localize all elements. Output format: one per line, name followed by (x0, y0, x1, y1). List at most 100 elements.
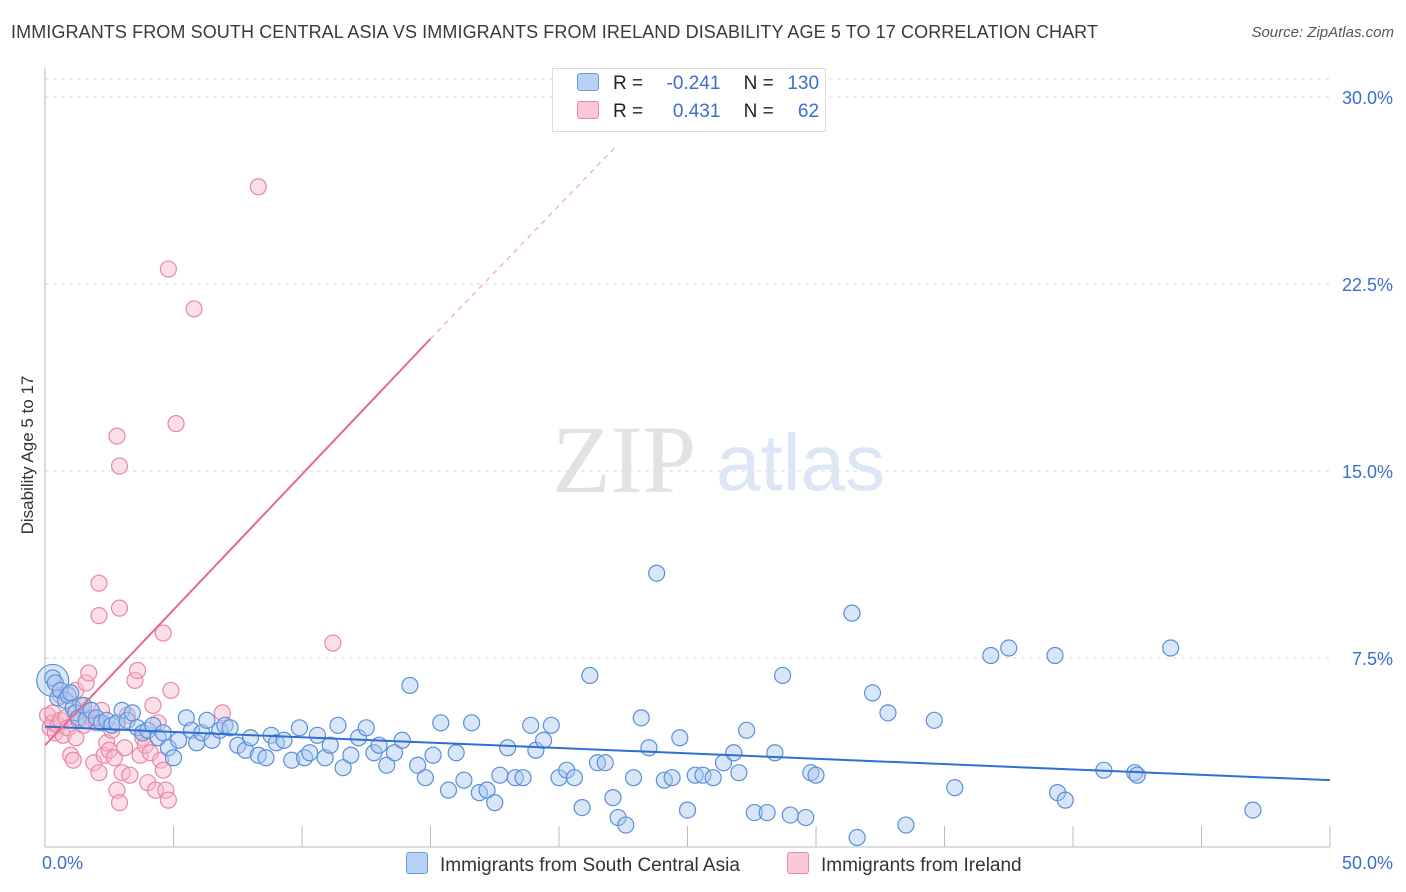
data-point-ireland (108, 427, 126, 445)
data-point-south-central-asia (542, 716, 560, 734)
data-point-south-central-asia (321, 736, 339, 754)
data-point-ireland (77, 674, 95, 692)
data-point-ireland (157, 781, 175, 799)
trend-line-ireland (44, 338, 432, 746)
data-point-south-central-asia (432, 714, 450, 732)
data-point-south-central-asia (897, 816, 915, 834)
data-point-south-central-asia (295, 749, 314, 767)
watermark-zip: ZIP (552, 406, 696, 513)
data-point-south-central-asia (478, 781, 496, 799)
data-point-ireland (159, 791, 177, 809)
data-point-ireland (110, 457, 129, 475)
data-point-south-central-asia (44, 669, 62, 687)
data-point-south-central-asia (573, 798, 591, 817)
bottom-legend-label: Immigrants from Ireland (821, 855, 1022, 876)
tick-labels: 7.5% 15.0% 22.5% 30.0% 0.0% 50.0% (42, 88, 1393, 873)
data-point-south-central-asia (463, 714, 481, 732)
data-point-south-central-asia (1000, 639, 1018, 657)
data-point-south-central-asia (416, 769, 434, 787)
data-point-south-central-asia (879, 704, 897, 722)
data-point-south-central-asia (565, 769, 584, 787)
data-point-south-central-asia (242, 729, 260, 747)
data-point-south-central-asia (283, 751, 301, 769)
y-tick-label: 7.5% (1352, 649, 1393, 669)
data-point-south-central-asia (329, 716, 347, 734)
data-point-south-central-asia (725, 744, 743, 762)
data-point-ireland (64, 751, 82, 769)
data-point-ireland (121, 766, 139, 784)
legend-n-label: N = (743, 101, 774, 122)
legend-swatch-pink (577, 101, 599, 119)
trend-lines (44, 146, 1331, 782)
data-point-ireland (62, 746, 80, 764)
y-tick-label: 30.0% (1342, 88, 1393, 108)
data-point-south-central-asia (1056, 791, 1074, 809)
data-point-south-central-asia (596, 754, 614, 772)
data-point-ireland (249, 178, 267, 196)
data-point-ireland (67, 729, 85, 747)
data-point-south-central-asia (308, 726, 327, 744)
data-point-ireland (131, 746, 149, 764)
data-point-south-central-asia (781, 806, 799, 824)
data-point-south-central-asia (522, 716, 540, 734)
legend-r-label: R = (613, 73, 644, 94)
data-point-ireland (167, 415, 185, 433)
data-point-south-central-asia (624, 769, 643, 787)
data-point-south-central-asia (766, 744, 784, 762)
data-point-south-central-asia (424, 746, 442, 764)
data-point-south-central-asia (1046, 646, 1064, 665)
data-point-south-central-asia (198, 711, 216, 729)
data-point-south-central-asia (154, 724, 172, 742)
data-point-ireland (90, 607, 108, 625)
data-point-ireland (154, 761, 172, 779)
data-point-south-central-asia (275, 731, 293, 749)
data-point-south-central-asia (87, 709, 106, 727)
correlation-legend: R = -0.241 N = 130 R = 0.431 N = 62 (552, 68, 826, 132)
chart-title: IMMIGRANTS FROM SOUTH CENTRAL ASIA VS IM… (11, 22, 1099, 42)
data-point-south-central-asia (385, 744, 404, 762)
data-point-south-central-asia (164, 749, 183, 767)
data-point-south-central-asia (640, 739, 658, 757)
y-tick-label: 22.5% (1342, 275, 1393, 295)
data-point-south-central-asia (334, 759, 352, 777)
data-point-ireland (185, 300, 203, 318)
data-point-ireland (110, 794, 129, 812)
data-point-south-central-asia (113, 701, 131, 719)
data-point-south-central-asia (257, 749, 275, 767)
data-point-south-central-asia (409, 756, 427, 774)
data-point-south-central-asia (773, 666, 792, 685)
data-point-south-central-asia (663, 769, 681, 787)
legend-r-value: -0.241 (666, 73, 721, 94)
trend-line-ireland-extension (430, 146, 616, 340)
data-point-south-central-asia (617, 816, 635, 834)
legend-n-label: N = (743, 73, 774, 94)
source-label: Source: ZipAtlas.com (1251, 24, 1394, 41)
data-point-south-central-asia (807, 766, 825, 784)
watermark: ZIP atlas (552, 406, 885, 513)
data-point-south-central-asia (848, 828, 866, 847)
data-point-south-central-asia (843, 604, 861, 622)
data-point-ireland (162, 681, 180, 700)
x-tick-label: 50.0% (1342, 853, 1393, 873)
legend-row-ireland: R = 0.431 N = 62 (577, 101, 819, 127)
data-point-south-central-asia (745, 803, 763, 822)
gridlines (45, 78, 1330, 659)
data-point-south-central-asia (499, 739, 517, 757)
bottom-legend-swatch-blue (406, 852, 428, 874)
legend-swatch-blue (577, 73, 599, 91)
axes (44, 68, 1331, 848)
data-point-south-central-asia (62, 684, 80, 702)
data-point-south-central-asia (455, 771, 473, 789)
data-point-south-central-asia (758, 803, 776, 822)
data-point-south-central-asia (632, 709, 650, 727)
data-point-south-central-asia (401, 676, 419, 695)
data-point-south-central-asia (730, 764, 748, 782)
data-point-south-central-asia (1128, 766, 1146, 784)
data-point-ireland (116, 739, 134, 757)
data-point-south-central-asia (1244, 801, 1262, 819)
data-point-south-central-asia (982, 646, 1000, 665)
data-point-south-central-asia (604, 789, 622, 807)
data-point-south-central-asia (301, 744, 319, 762)
data-point-south-central-asia (797, 808, 815, 827)
